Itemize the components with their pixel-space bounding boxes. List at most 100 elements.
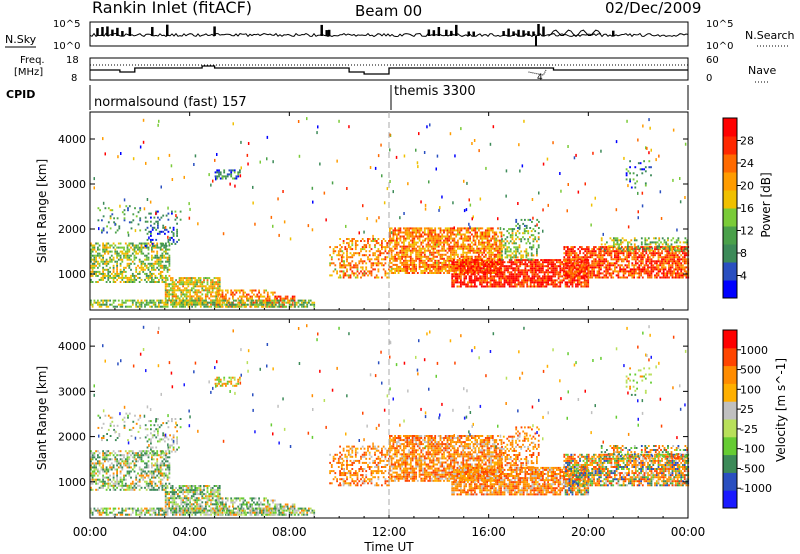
power-cell [467,273,469,276]
power-cell [158,262,160,265]
power-cell [465,257,468,260]
power-cell [116,270,118,273]
power-cell [199,303,202,306]
power-cell [250,301,253,304]
power-cell [156,244,159,247]
power-cell [109,303,111,306]
power-cell [498,243,501,246]
power-cell [128,254,131,257]
power-cell [215,277,218,280]
power-cell [498,285,501,288]
power-cell [528,265,530,268]
power-cell [654,250,656,253]
power-cell [479,247,482,250]
power-cell [389,265,391,268]
power-cell [451,281,454,284]
power-cell [596,270,599,273]
power-cell [652,250,655,253]
power-cell [587,261,590,264]
power-cell [521,271,523,274]
power-cell [436,259,438,262]
power-cell [617,276,620,279]
power-cell [497,245,499,248]
power-cell [165,214,168,217]
power-cell [210,287,212,290]
power-cell [524,277,527,280]
power-cell [173,299,176,302]
power-cell [123,246,125,249]
power-cell [619,268,621,271]
power-cell [443,253,445,256]
power-cell [206,279,209,282]
power-cell [484,271,487,274]
power-cell [596,254,599,257]
power-cell [413,247,416,250]
power-cell [151,226,154,229]
power-cell [607,254,609,257]
power-cell [501,248,503,251]
power-cell [501,263,504,266]
power-cell [203,301,206,304]
power-cell [374,244,376,247]
power-cell [411,243,414,246]
power-cell [655,262,658,265]
power-cell [231,301,234,304]
power-cell [453,265,455,268]
power-cell [197,297,200,300]
power-cell [90,242,92,245]
power-cell [640,274,642,277]
power-cell [579,272,581,275]
power-cell [235,175,238,178]
power-cell [173,281,176,284]
power-cell [413,245,416,248]
power-cell [566,264,569,267]
power-cell [611,239,614,242]
power-cell [580,266,583,269]
power-cell [339,270,341,273]
power-cell [519,269,522,272]
power-cell [159,256,162,259]
power-cell [332,270,335,273]
power-cell [344,264,347,267]
power-cell [589,274,592,277]
power-cell [470,269,473,272]
power-cell [614,246,616,249]
power-cell [533,271,536,274]
power-cell [465,255,468,258]
power-cell [498,255,501,258]
power-cell [607,272,609,275]
cpid-program-1: normalsound (fast) 157 [94,95,247,110]
power-cell [90,278,92,281]
power-cell [102,246,104,249]
power-cell [233,289,236,292]
power-cell [455,253,458,256]
power-cell [482,277,485,280]
power-cell [158,256,160,259]
power-cell [596,256,599,259]
power-cell [151,254,153,257]
power-cell [521,281,523,284]
power-cell [658,243,661,246]
power-cell [170,277,172,280]
power-cell [504,248,507,251]
power-cell [489,261,492,264]
power-cell [107,272,110,275]
power-cell [481,253,484,256]
power-cell [423,255,426,258]
power-cell [183,283,186,286]
power-cell [631,264,634,267]
power-cell [490,255,492,258]
power-cell [661,276,663,279]
power-cell [360,258,362,261]
power-cell [183,281,186,284]
power-cell [577,268,580,271]
power-cell [344,274,347,277]
power-cell [404,272,407,274]
power-cell [117,242,120,245]
power-cell [413,239,416,242]
power-cell [145,274,148,277]
power-cell [472,237,475,240]
power-cell [657,252,660,255]
power-cell [522,281,525,284]
power-cell [479,259,481,262]
